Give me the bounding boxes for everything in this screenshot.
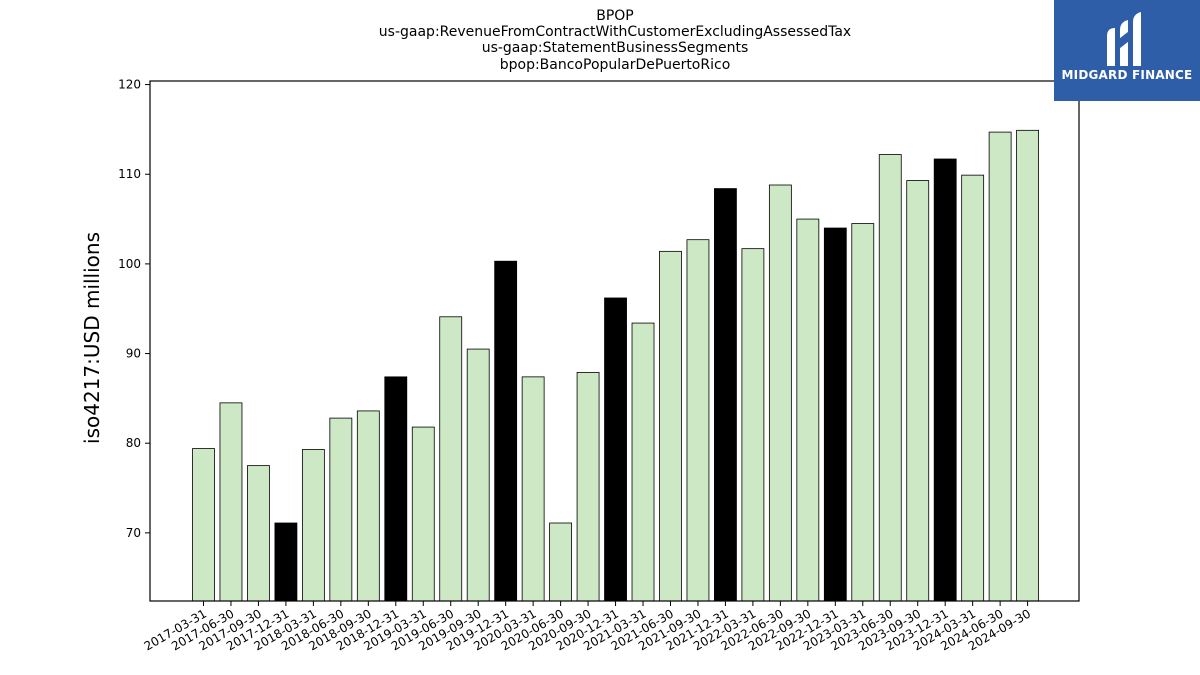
title-line-1: BPOP [596, 8, 634, 24]
bar-2019-12-31 [494, 260, 518, 602]
bar-2022-03-31 [741, 248, 765, 602]
bar-2019-06-30 [439, 316, 463, 602]
bar-2018-09-30 [356, 410, 380, 602]
bars-group [192, 129, 1039, 602]
bar-2021-09-30 [686, 239, 710, 602]
bar-2019-09-30 [466, 348, 490, 602]
bar-2017-12-31 [274, 522, 298, 602]
bar-2024-06-30 [988, 131, 1012, 602]
x-axis: 2017-03-312017-06-302017-09-302017-12-31… [142, 601, 1033, 653]
bar-2020-06-30 [549, 522, 573, 602]
bar-2017-09-30 [247, 465, 270, 602]
y-tick-label-70: 70 [126, 526, 141, 540]
y-tick-label-100: 100 [118, 257, 141, 271]
title-line-4: bpop:BancoPopularDePuertoRico [500, 57, 731, 73]
midgard-finance-logo: MIDGARD FINANCE [1054, 0, 1200, 101]
chart-title: BPOP us-gaap:RevenueFromContractWithCust… [379, 8, 851, 73]
y-tick-label-90: 90 [126, 347, 141, 361]
bar-2018-12-31 [384, 376, 408, 602]
title-line-3: us-gaap:StatementBusinessSegments [482, 40, 749, 56]
y-tick-label-80: 80 [126, 436, 141, 450]
bar-2020-09-30 [576, 371, 600, 602]
bar-2023-06-30 [878, 154, 902, 602]
y-axis: 70 80 90 100 110 120 [118, 78, 150, 540]
bar-2018-03-31 [301, 449, 325, 602]
bar-2017-06-30 [219, 402, 243, 602]
bar-2023-12-31 [933, 158, 957, 602]
plot-frame [149, 80, 1080, 602]
bar-2020-03-31 [521, 376, 545, 602]
bar-2020-12-31 [604, 297, 627, 602]
bar-2023-03-31 [851, 223, 875, 602]
bar-2022-09-30 [796, 218, 820, 602]
logo-text: MIDGARD FINANCE [1061, 68, 1193, 82]
bar-2021-06-30 [659, 250, 682, 602]
bar-2022-12-31 [823, 227, 847, 602]
bar-2024-09-30 [1016, 129, 1039, 602]
bar-2021-12-31 [714, 188, 737, 602]
y-tick-label-120: 120 [118, 78, 141, 92]
bar-2019-03-31 [411, 426, 435, 602]
logo-mark-icon [1107, 12, 1141, 66]
y-axis-label: iso4217:USD millions [80, 232, 104, 444]
bar-2017-03-31 [192, 448, 215, 602]
title-line-2: us-gaap:RevenueFromContractWithCustomerE… [379, 24, 851, 40]
bar-2021-03-31 [631, 322, 655, 602]
bar-2018-06-30 [329, 417, 353, 602]
bar-2023-09-30 [906, 180, 930, 602]
bar-2022-06-30 [768, 184, 792, 602]
y-tick-label-110: 110 [118, 167, 141, 181]
bar-2024-03-31 [961, 174, 985, 602]
